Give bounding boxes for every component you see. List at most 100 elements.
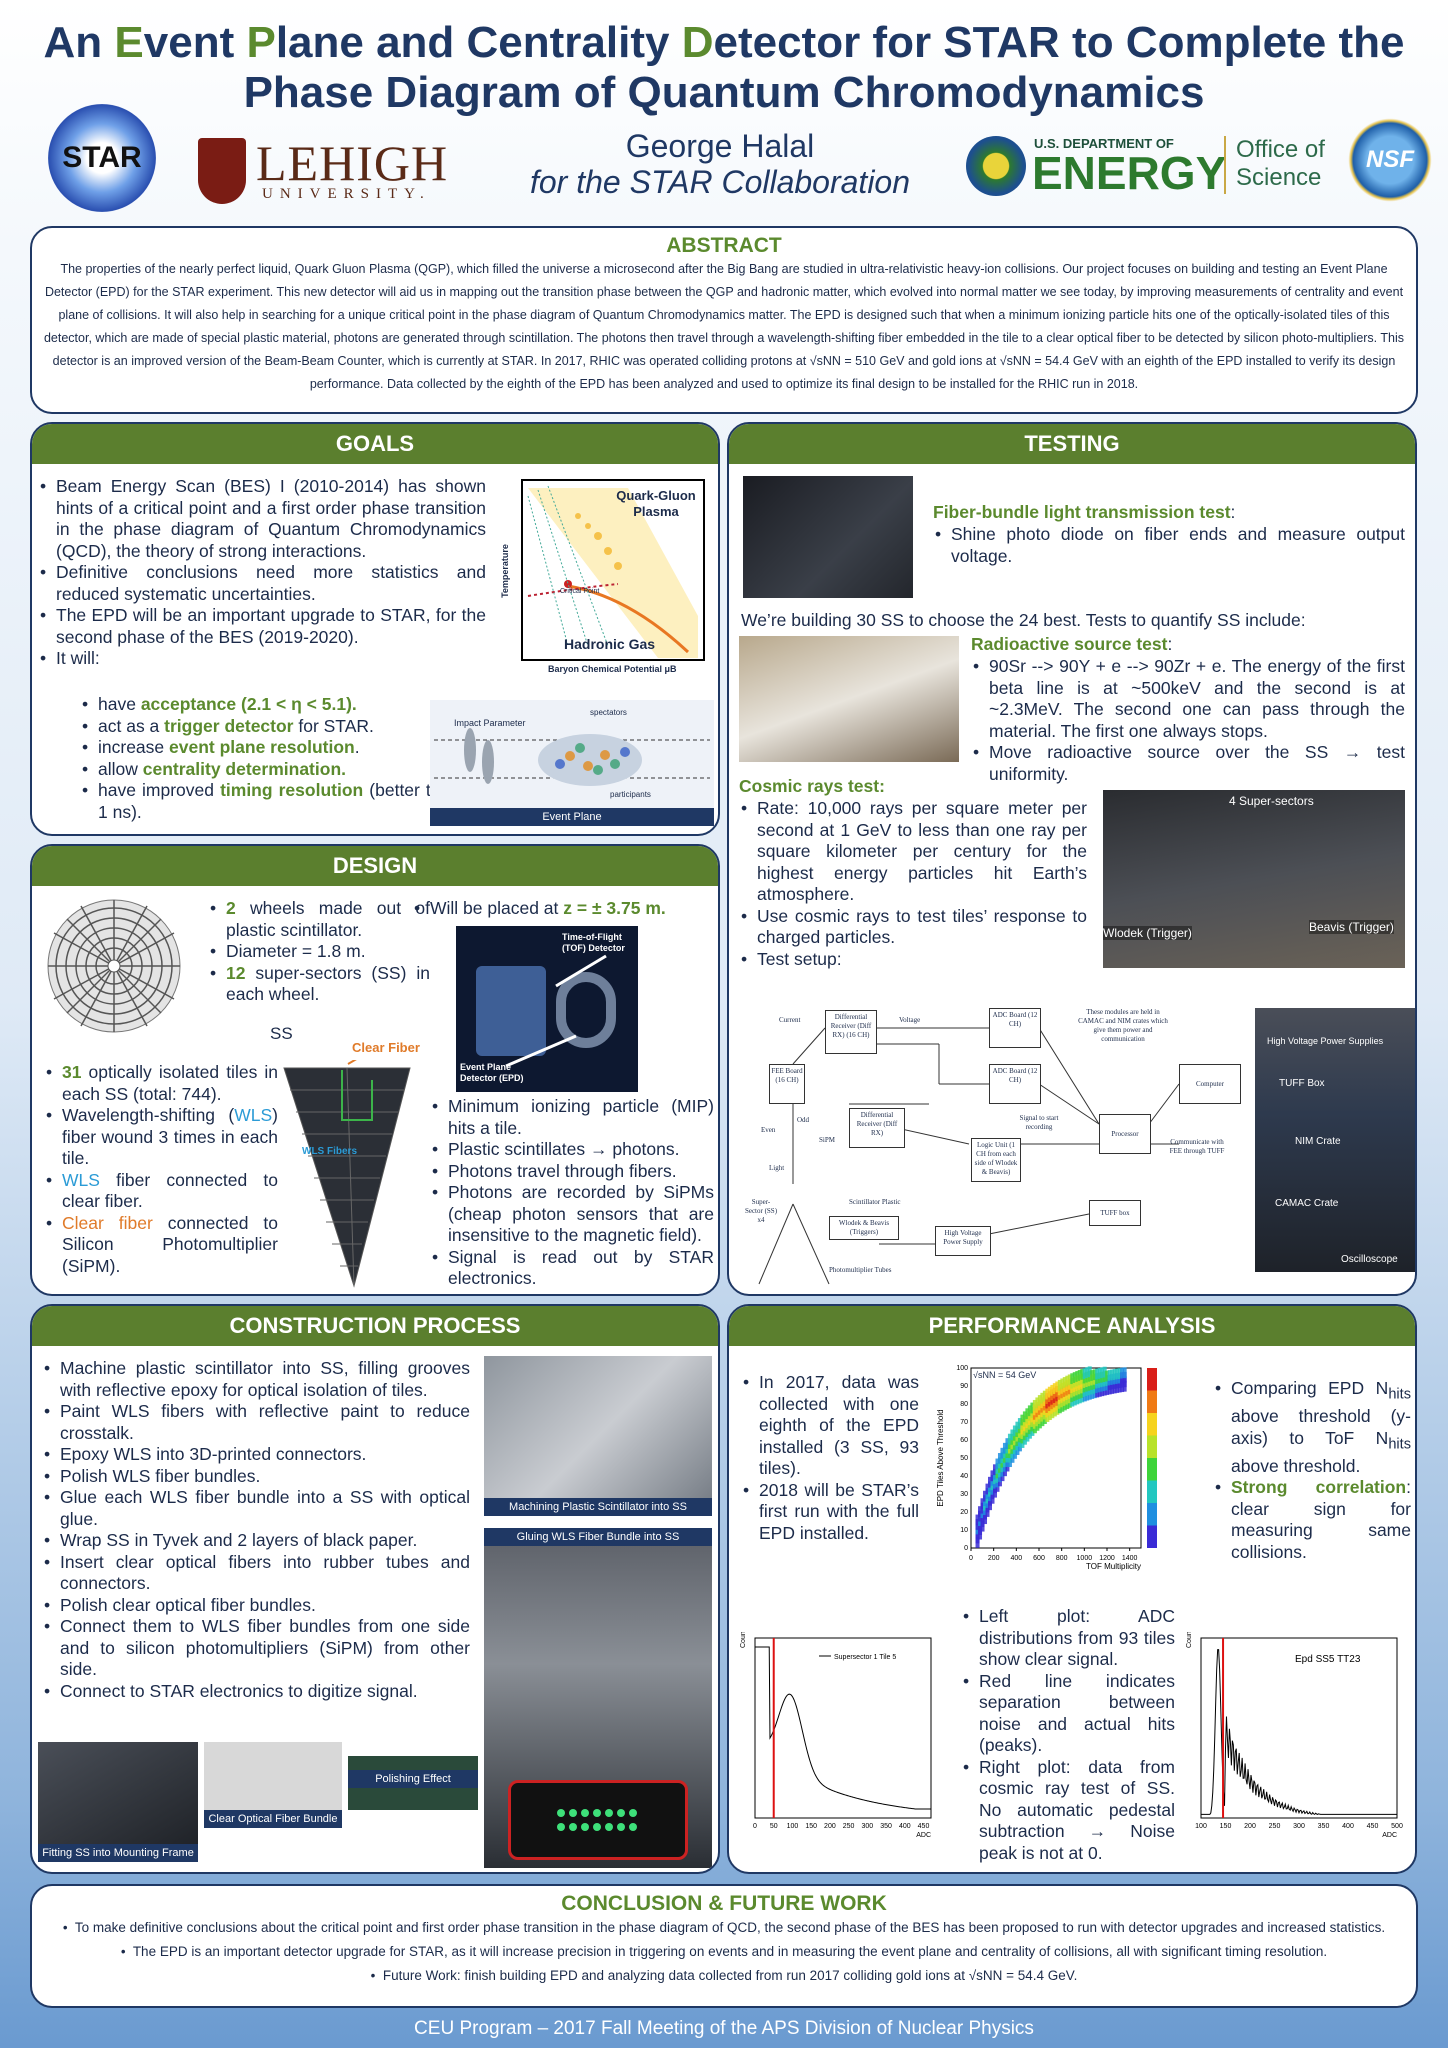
goals-sublist: have acceptance (2.1 < η < 5.1). act as … — [82, 694, 460, 823]
x-tick-label: 100 — [1195, 1823, 1207, 1830]
colorbar-segment — [1147, 1525, 1157, 1548]
tof-epd-figure: Time-of-Flight (TOF) Detector Event Plan… — [456, 926, 638, 1092]
heatmap-cell — [1020, 1414, 1025, 1426]
heatmap-cell — [1057, 1379, 1062, 1391]
heatmap-cell — [1042, 1390, 1047, 1402]
plot-frame — [754, 1637, 932, 1819]
construction-header: CONSTRUCTION PROCESS — [32, 1306, 718, 1346]
heatmap-cell — [1052, 1383, 1057, 1394]
heatmap-cell — [1005, 1438, 1010, 1449]
x-tick-label: 250 — [843, 1823, 855, 1830]
gluing-photo: Gluing WLS Fiber Bundle into SS — [484, 1528, 712, 1868]
heatmap-cell — [1097, 1367, 1102, 1379]
perf-right-list: Comparing EPD Nhits above threshold (y-a… — [1215, 1378, 1411, 1563]
electronics-rack-photo: High Voltage Power Supplies TUFF Box NIM… — [1255, 1008, 1415, 1272]
performance-header: PERFORMANCE ANALYSIS — [729, 1306, 1415, 1346]
y-tick-label: 90 — [960, 1383, 968, 1390]
x-tick-label: 0 — [969, 1555, 973, 1562]
heatmap-cell — [1112, 1369, 1117, 1380]
x-tick-label: 1200 — [1099, 1555, 1115, 1562]
heatmap-cell — [1037, 1395, 1042, 1406]
x-tick-label: 300 — [861, 1823, 873, 1830]
y-tick-label: 20 — [960, 1509, 968, 1516]
heatmap-cell — [1087, 1366, 1092, 1378]
heatmap-cell — [1017, 1418, 1022, 1429]
y-tick-label: 0 — [964, 1545, 968, 1552]
mounting-photo: Fitting SS into Mounting Frame — [38, 1742, 198, 1862]
perf-item: Comparing EPD Nhits above threshold (y-a… — [1215, 1378, 1411, 1477]
perf-item: Right plot: data from cosmic ray test of… — [963, 1757, 1175, 1865]
x-tick-label: 200 — [988, 1555, 1000, 1562]
x-tick-label: 50 — [770, 1823, 778, 1830]
radioactive-test-title: Radioactive source test: — [971, 634, 1173, 654]
colorbar-segment — [1147, 1435, 1157, 1458]
histogram-line — [1201, 1649, 1397, 1816]
testing-item: Shine photo diode on fiber ends and meas… — [935, 524, 1405, 567]
heatmap-cell — [995, 1458, 1000, 1470]
heatmap-cell — [1080, 1369, 1085, 1380]
colorbar-segment — [1147, 1503, 1157, 1526]
polishing-photo: Polishing Effect — [348, 1756, 478, 1810]
cosmic-rack-photo: 4 Super-sectors Wlodek (Trigger) Beavis … — [1103, 790, 1405, 968]
heatmap-cell — [1055, 1381, 1060, 1393]
x-tick-label: 500 — [1391, 1823, 1403, 1830]
construction-item: Machine plastic scintillator into SS, fi… — [44, 1358, 470, 1401]
goals-panel: GOALS Beam Energy Scan (BES) I (2010-201… — [30, 422, 720, 836]
colorbar-segment — [1147, 1368, 1157, 1391]
x-tick-label: 450 — [1367, 1823, 1379, 1830]
x-tick-label: 250 — [1269, 1823, 1281, 1830]
goals-subitem: have improved timing resolution (better … — [82, 780, 460, 823]
construction-item: Connect to STAR electronics to digitize … — [44, 1681, 470, 1703]
heatmap-cell — [1012, 1425, 1017, 1437]
design-tile-list: 31 optically isolated tiles in each SS (… — [46, 1062, 278, 1277]
heatmap-cell — [1010, 1429, 1015, 1441]
goals-subitem: allow centrality determination. — [82, 759, 460, 781]
poster-title: An Event Plane and Centrality Detector f… — [43, 18, 1405, 117]
design-header: DESIGN — [32, 846, 718, 886]
footer: CEU Program – 2017 Fall Meeting of the A… — [414, 2018, 1034, 2039]
colorbar-segment — [1147, 1413, 1157, 1436]
y-tick-label: 10 — [960, 1527, 968, 1534]
heatmap-cell — [990, 1470, 995, 1482]
testing-panel: TESTING Fiber-bundle light transmission … — [727, 422, 1417, 1296]
testing-intro: We’re building 30 SS to choose the 24 be… — [741, 610, 1306, 630]
heatmap-cell — [1082, 1368, 1087, 1379]
x-tick-label: 400 — [1342, 1823, 1354, 1830]
testing-item: Move radioactive source over the SS → te… — [973, 742, 1405, 785]
construction-item: Wrap SS in Tyvek and 2 layers of black p… — [44, 1530, 470, 1552]
colorbar-segment — [1147, 1390, 1157, 1413]
goals-subitem: increase event plane resolution. — [82, 737, 460, 759]
goals-subitem: act as a trigger detector for STAR. — [82, 716, 460, 738]
perf-item: Red line indicates separation between no… — [963, 1671, 1175, 1757]
testing-item: Use cosmic rays to test tiles’ response … — [741, 906, 1087, 949]
y-tick-label: 30 — [960, 1491, 968, 1498]
plot-title: Epd SS5 TT23 — [1295, 1654, 1361, 1665]
heatmap-cell — [1072, 1372, 1077, 1383]
design-mip-list: Minimum ionizing particle (MIP) hits a t… — [432, 1096, 714, 1290]
heatmap-cell — [1067, 1374, 1072, 1386]
design-placement: Will be placed at z = ± 3.75 m. — [414, 898, 714, 920]
testing-item: Rate: 10,000 rays per square meter per s… — [741, 798, 1087, 906]
x-tick-label: 100 — [787, 1823, 799, 1830]
design-item: Minimum ionizing particle (MIP) hits a t… — [432, 1096, 714, 1139]
goals-header: GOALS — [32, 424, 718, 464]
super-sector-diagram: WLS Fibers — [282, 1049, 432, 1290]
heatmap-cell — [1100, 1367, 1105, 1379]
conclusion-item: • Future Work: finish building EPD and a… — [370, 1968, 1078, 1983]
colorbar-segment — [1147, 1458, 1157, 1481]
y-axis-label: Counts — [1186, 1632, 1193, 1648]
construction-item: Glue each WLS fiber bundle into a SS wit… — [44, 1487, 470, 1530]
goals-item: The EPD will be an important upgrade to … — [40, 605, 486, 648]
heatmap-cell — [1000, 1447, 1005, 1459]
radioactive-test-list: 90Sr --> 90Y + e --> 90Zr + e. The energ… — [973, 656, 1405, 785]
construction-item: Polish clear optical fiber bundles. — [44, 1595, 470, 1617]
construction-item: Insert clear optical fibers into rubber … — [44, 1552, 470, 1595]
construction-list: Machine plastic scintillator into SS, fi… — [44, 1358, 470, 1702]
construction-item: Epoxy WLS into 3D-printed connectors. — [44, 1444, 470, 1466]
abstract-panel: ABSTRACT The properties of the nearly pe… — [30, 226, 1418, 414]
design-item: 2 wheels made out of plastic scintillato… — [210, 898, 430, 941]
x-axis-label: ADC — [1382, 1832, 1397, 1839]
design-item: 12 super-sectors (SS) in each wheel. — [210, 963, 430, 1006]
fiber-test-list: Shine photo diode on fiber ends and meas… — [935, 524, 1405, 567]
heatmap-cell — [1060, 1378, 1065, 1390]
